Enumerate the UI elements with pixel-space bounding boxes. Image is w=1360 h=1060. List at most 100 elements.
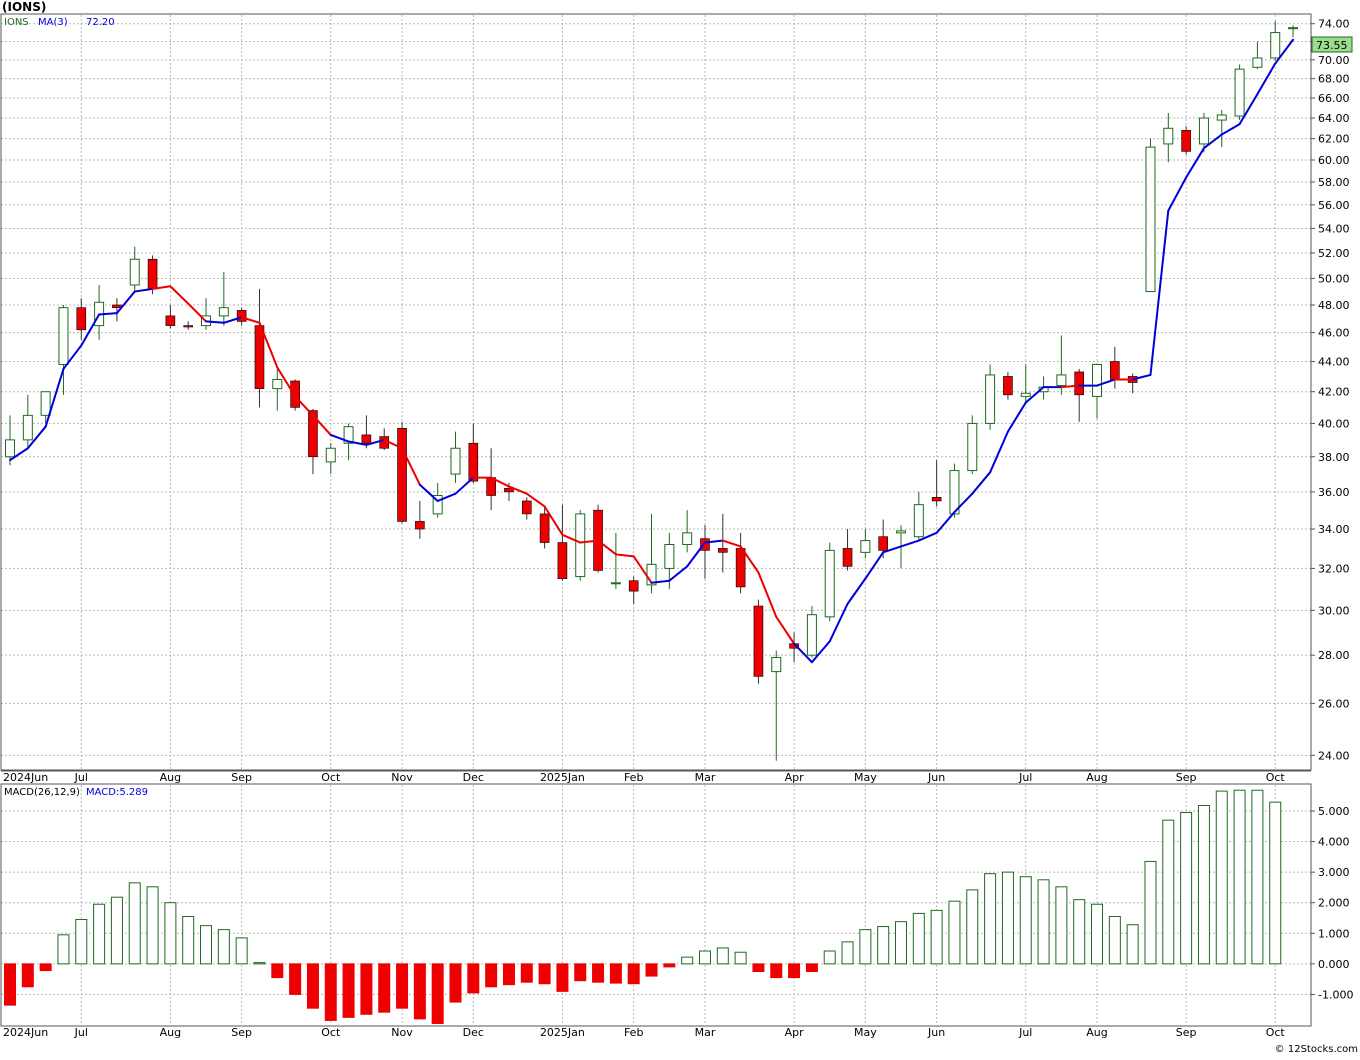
candle-body [1234,68,1245,117]
x-tick-label: Jul [1018,1026,1032,1039]
candle-body [1181,130,1191,152]
last-price-tag [1311,36,1353,53]
x-tick-label: Oct [321,1026,341,1039]
price-tick-label: 36.00 [1318,486,1350,499]
macd-bar [1251,789,1264,965]
x-tick-label: Sep [1176,771,1197,784]
ma-segment [1024,386,1045,404]
ma-segment [401,447,421,486]
candle-body [771,656,782,673]
x-tick-label: May [854,771,877,784]
price-tick-label: 48.00 [1318,299,1350,312]
macd-bar [128,882,141,965]
macd-bar [21,963,34,988]
macd-bar [1073,899,1086,965]
macd-bar [770,963,783,979]
ma-segment [62,344,83,370]
price-tick-label: 34.00 [1318,523,1350,536]
candle-body [504,487,514,493]
price-tick-label: 50.00 [1318,272,1350,285]
candle-body [58,307,69,365]
ma-segment [668,565,689,582]
macd-bar [75,919,88,965]
legend-ma-value: 72.20 [86,17,115,28]
candle-body [76,307,87,331]
macd-bar [57,934,70,965]
x-tick-label: May [854,1026,877,1039]
candle-body [557,542,568,579]
macd-bar [182,915,195,965]
x-tick-label: Feb [624,771,643,784]
macd-tick-label: 5.000 [1318,805,1350,818]
ma-segment [205,320,225,324]
ma-segment [1006,401,1027,433]
ma-segment [436,492,457,502]
macd-bar [324,963,337,1021]
ma-segment [187,302,208,323]
macd-bar [1055,886,1068,965]
macd-bar [877,926,890,965]
macd-bar [110,896,123,965]
macd-bar [164,902,177,965]
ma-segment [686,541,706,568]
ma-segment [810,640,831,664]
candle-body [1163,127,1174,145]
price-tick-label: 24.00 [1318,749,1350,762]
ma-segment [169,285,190,305]
candle-body [610,582,621,585]
macd-bars [4,789,1282,1024]
ma-segment [757,571,778,618]
macd-bar [698,950,711,965]
ma-segment [222,316,243,324]
candle-body [1216,114,1227,121]
macd-legend-label: MACD(26,12,9) [4,787,80,798]
ma-segment [721,539,742,548]
macd-bar [1126,924,1139,965]
macd-bar [146,886,159,965]
ma-segment [1274,38,1295,65]
ma-segment [9,447,29,462]
x-tick-label: Jun [927,771,945,784]
x-tick-label: 2024Jun [3,1026,48,1039]
macd-bar [93,903,106,965]
candle-body [236,310,247,322]
macd-bar [378,963,391,1013]
macd-bar [467,963,480,994]
x-tick-label: Oct [321,771,341,784]
macd-bar [1197,804,1210,965]
macd-bar [592,963,605,983]
candle-body [415,521,425,530]
candle-body [664,543,675,569]
candle-body [735,548,746,588]
ma-segment [828,602,849,643]
candle-body [1145,146,1156,293]
macd-bar [1019,876,1032,965]
candle-body [717,548,728,553]
x-tick-label: Nov [391,771,413,784]
candle-body [183,325,193,328]
macd-bar [235,937,248,965]
x-tick-label: Aug [160,1026,181,1039]
x-tick-label: Jun [927,1026,945,1039]
macd-tick-label: 2.000 [1318,897,1350,910]
candle-body [112,304,122,308]
ma-segment [900,539,920,548]
candle-body [165,315,176,326]
ma-segment [1131,373,1152,381]
ma-segment [1238,93,1259,126]
x-tick-label: Apr [785,1026,805,1039]
macd-bar [1144,860,1157,965]
macd-bar [574,963,587,982]
x-tick-label: Apr [785,771,805,784]
candle-body [1020,392,1031,397]
candle-body [806,614,817,656]
ma-segment [525,492,546,508]
macd-bar [823,950,836,965]
candle-body [1252,57,1263,68]
candle-body [575,513,586,578]
candle-body [361,434,372,444]
ma-segment [864,551,885,580]
macd-bar [1233,789,1246,965]
candle-body [325,447,336,463]
candle-body [967,422,978,472]
